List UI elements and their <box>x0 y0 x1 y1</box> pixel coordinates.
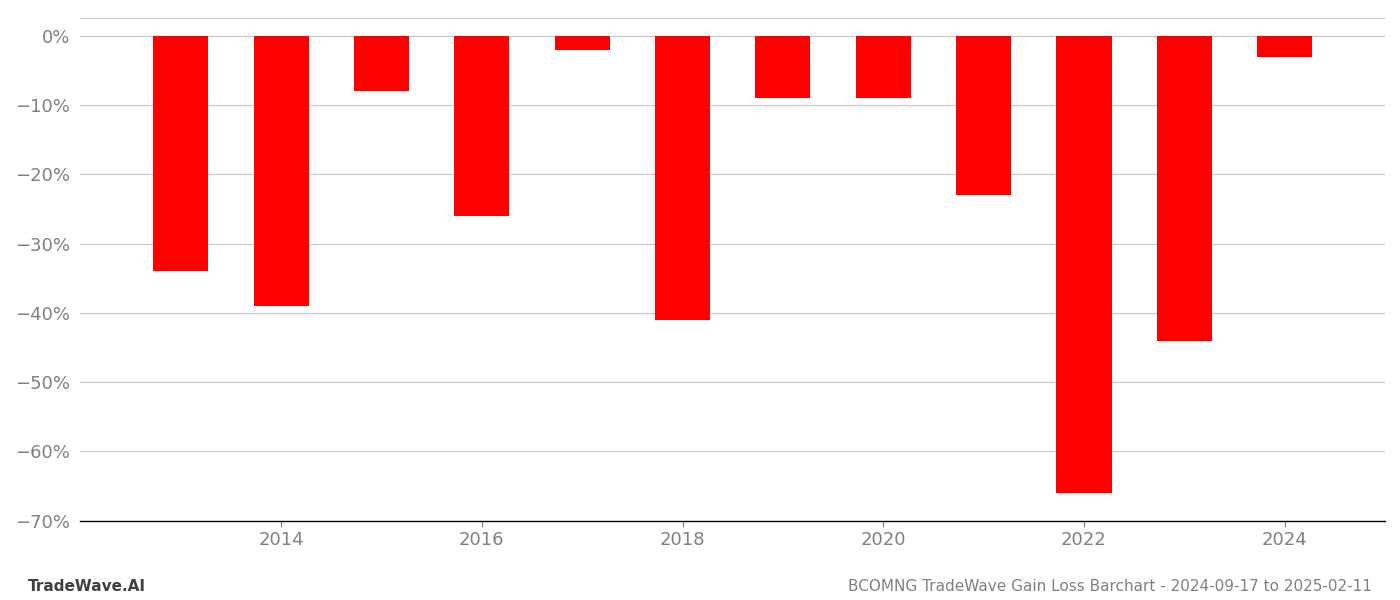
Text: BCOMNG TradeWave Gain Loss Barchart - 2024-09-17 to 2025-02-11: BCOMNG TradeWave Gain Loss Barchart - 20… <box>848 579 1372 594</box>
Bar <box>1156 36 1212 341</box>
Bar <box>956 36 1011 195</box>
Bar <box>253 36 309 306</box>
Bar <box>1257 36 1312 56</box>
Bar <box>755 36 811 98</box>
Bar <box>855 36 911 98</box>
Bar <box>554 36 610 50</box>
Bar <box>354 36 409 91</box>
Bar <box>153 36 209 271</box>
Bar <box>655 36 710 320</box>
Bar <box>454 36 510 216</box>
Text: TradeWave.AI: TradeWave.AI <box>28 579 146 594</box>
Bar <box>1057 36 1112 493</box>
